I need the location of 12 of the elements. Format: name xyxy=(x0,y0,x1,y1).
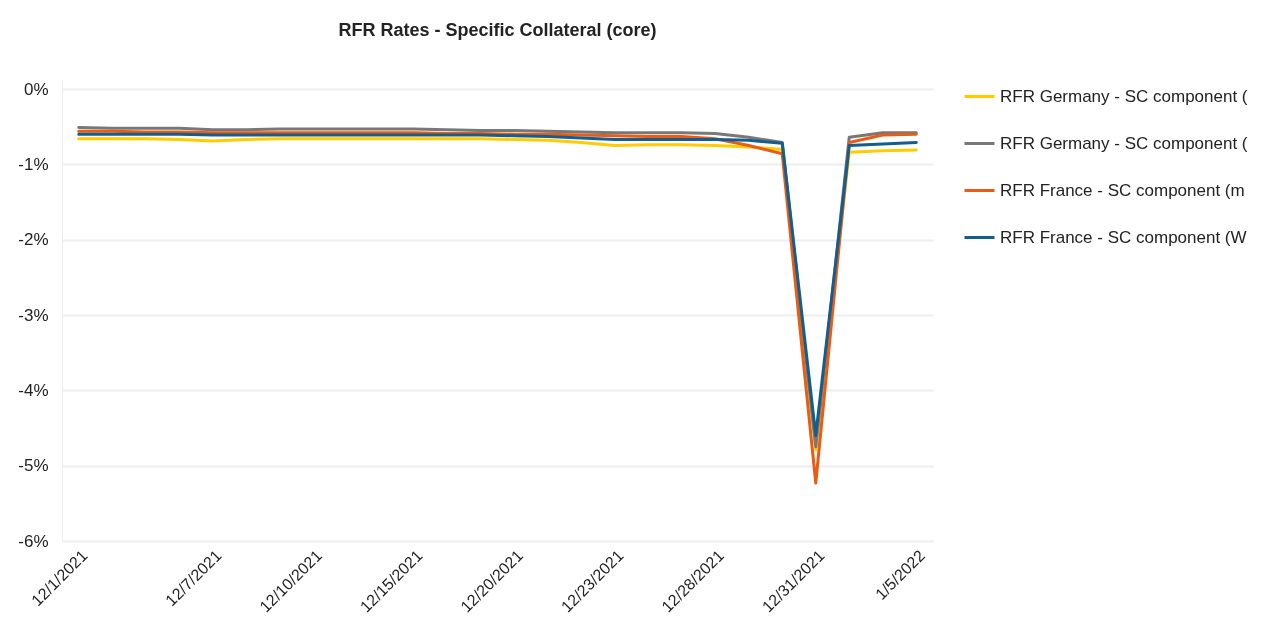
chart-title: RFR Rates - Specific Collateral (core) xyxy=(338,20,657,40)
y-tick-label: 0% xyxy=(23,79,49,99)
legend-label: RFR France - SC component (m xyxy=(1000,180,1245,200)
legend-label: RFR France - SC component (W xyxy=(1000,227,1247,247)
y-tick-label: -5% xyxy=(18,456,49,476)
y-tick-label: -2% xyxy=(18,230,49,250)
legend-label: RFR Germany - SC component ( xyxy=(1000,133,1248,153)
y-tick-label: -4% xyxy=(18,380,49,400)
y-tick-label: -3% xyxy=(18,305,49,325)
legend-label: RFR Germany - SC component ( xyxy=(1000,86,1248,106)
y-tick-label: -6% xyxy=(18,531,49,551)
y-tick-label: -1% xyxy=(18,154,49,174)
